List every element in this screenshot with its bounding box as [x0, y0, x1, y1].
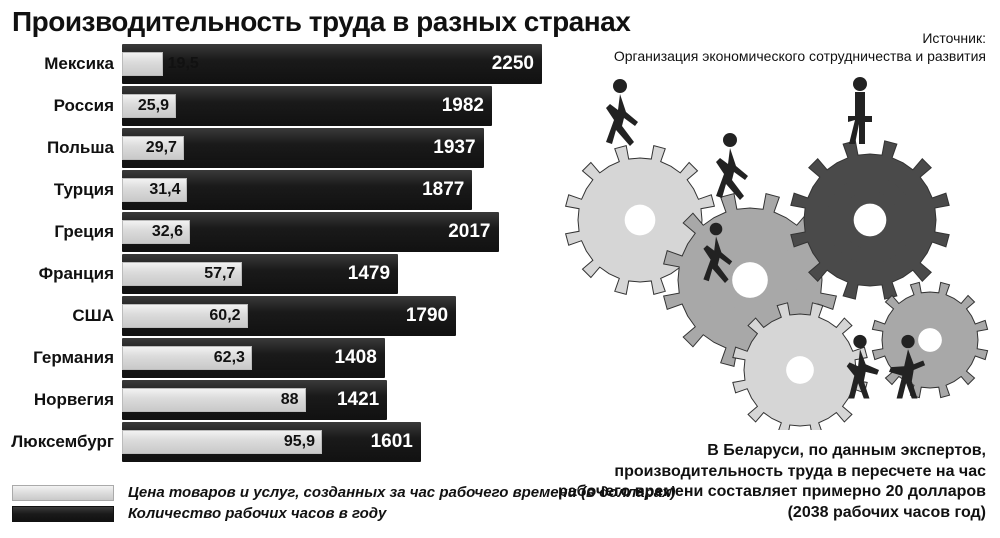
- source-name: Организация экономического сотрудничеств…: [614, 48, 986, 66]
- productivity-bar: 29,7: [122, 136, 184, 160]
- gear-icon: [664, 194, 837, 367]
- country-label: Россия: [0, 86, 122, 126]
- row-bars: 1479 57,7: [122, 254, 620, 294]
- productivity-chart: Мексика225019,5Россия198225,9Польша19372…: [0, 44, 620, 464]
- hours-value: 2017: [448, 212, 490, 252]
- row-bars: 1421 88: [122, 380, 620, 420]
- row-bars: 1408 62,3: [122, 338, 620, 378]
- hours-value: 1790: [406, 296, 448, 336]
- productivity-bar: 25,9: [122, 94, 176, 118]
- country-label: Мексика: [0, 44, 122, 84]
- chart-row: Люксембург 1601 95,9: [0, 422, 620, 462]
- row-bars: 1790 60,2: [122, 296, 620, 336]
- hours-value: 2250: [492, 44, 534, 84]
- productivity-bar: 95,9: [122, 430, 322, 454]
- chart-row: Турция 1877 31,4: [0, 170, 620, 210]
- country-label: Люксембург: [0, 422, 122, 462]
- country-label: Норвегия: [0, 380, 122, 420]
- gear-icon: [791, 141, 949, 299]
- person-icon: [703, 223, 732, 283]
- gears-illustration: [560, 70, 1000, 430]
- row-bars: 1601 95,9: [122, 422, 620, 462]
- hours-value: 1601: [371, 422, 413, 462]
- person-icon: [716, 133, 748, 200]
- chart-row: Германия 1408 62,3: [0, 338, 620, 378]
- chart-row: Норвегия 1421 88: [0, 380, 620, 420]
- productivity-bar: 31,4: [122, 178, 187, 202]
- person-icon: [848, 77, 872, 144]
- country-label: США: [0, 296, 122, 336]
- chart-row: Франция 1479 57,7: [0, 254, 620, 294]
- row-bars: 2250 19,5: [122, 44, 620, 84]
- person-icon: [847, 335, 879, 399]
- productivity-bar: 62,3: [122, 346, 252, 370]
- hours-value: 1877: [422, 170, 464, 210]
- hours-value: 1479: [348, 254, 390, 294]
- country-label: Франция: [0, 254, 122, 294]
- source-label: Источник:: [614, 30, 986, 48]
- productivity-bar: 88: [122, 388, 306, 412]
- hours-bar: 1982: [122, 86, 492, 126]
- country-label: Турция: [0, 170, 122, 210]
- productivity-bar: 60,2: [122, 304, 248, 328]
- hours-value: 1937: [433, 128, 475, 168]
- hours-value: 1408: [335, 338, 377, 378]
- chart-row: Россия 1982 25,9: [0, 86, 620, 126]
- productivity-value: 19,5: [162, 55, 199, 73]
- country-label: Польша: [0, 128, 122, 168]
- productivity-bar: 57,7: [122, 262, 242, 286]
- productivity-bar: 32,6: [122, 220, 190, 244]
- gear-icon: [733, 303, 867, 430]
- hours-value: 1982: [442, 86, 484, 126]
- row-bars: 2017 32,6: [122, 212, 620, 252]
- gear-icon: [872, 282, 987, 397]
- chart-row: США 1790 60,2: [0, 296, 620, 336]
- country-label: Греция: [0, 212, 122, 252]
- productivity-bar: 19,5: [122, 52, 163, 76]
- row-bars: 1982 25,9: [122, 86, 620, 126]
- row-bars: 1937 29,7: [122, 128, 620, 168]
- chart-row: Мексика 2250 19,5: [0, 44, 620, 84]
- country-label: Германия: [0, 338, 122, 378]
- chart-row: Польша 1937 29,7: [0, 128, 620, 168]
- row-bars: 1877 31,4: [122, 170, 620, 210]
- source-credit: Источник: Организация экономического сот…: [614, 30, 986, 65]
- legend-text-dark: Количество рабочих часов в году: [128, 505, 386, 522]
- hours-value: 1421: [337, 380, 379, 420]
- person-icon: [889, 335, 925, 399]
- footnote-belarus: В Беларуси, по данным экспертов, произво…: [556, 441, 986, 524]
- chart-row: Греция 2017 32,6: [0, 212, 620, 252]
- legend-swatch-dark: [12, 506, 114, 522]
- legend-swatch-light: [12, 485, 114, 501]
